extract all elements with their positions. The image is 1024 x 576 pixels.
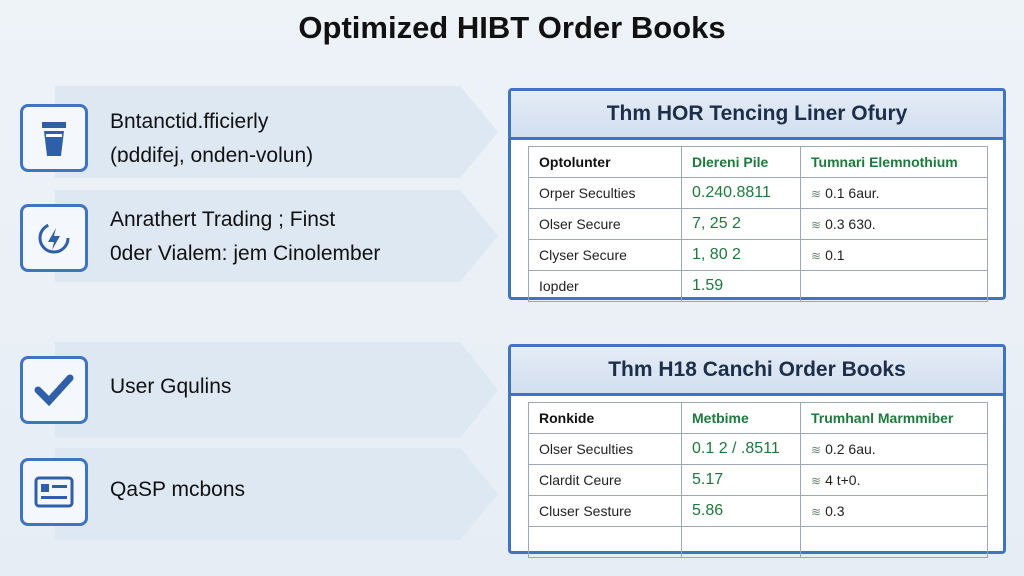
table-cell: Orper Seculties [528, 177, 682, 209]
feature-line: User Gqulins [110, 375, 232, 398]
cell-text: 0.1 2 / .8511 [692, 440, 780, 457]
table-row: Clardit Ceure 5.17 ≋ 4 t+0. [528, 464, 988, 496]
cell-icon: ≋ [811, 443, 822, 457]
cell-text: 7, 25 2 [692, 215, 741, 232]
table-cell: Clyser Secure [528, 239, 682, 271]
table-cell: ≋ 0.1 [800, 239, 988, 271]
table-cell: Iopder [528, 270, 682, 302]
cell-icon: ≋ [811, 249, 822, 263]
cell-icon: ≋ [811, 474, 822, 488]
table-row: Orper Seculties 0.240.8811 ≋ 0.1 6aur. [528, 177, 988, 209]
cell-text: Olser Secure [539, 216, 621, 232]
cell-text: Orper Seculties [539, 185, 636, 201]
feature-text: QaSP mcbons [110, 473, 245, 507]
header-cell: Tumnari Elemnothium [800, 146, 988, 178]
header-cell: Metbime [681, 402, 801, 434]
feature-line: Anrathert Trading ; Finst [110, 208, 336, 231]
table-cell: Cluser Sesture [528, 495, 682, 527]
table-cell: 0.1 2 / .8511 [681, 433, 801, 465]
feature-icon [20, 458, 88, 526]
feature-icon [20, 104, 88, 172]
table-cell: ≋ 0.2 6au. [800, 433, 988, 465]
cell-icon: ≋ [811, 187, 822, 201]
cell-text: Olser Seculties [539, 441, 634, 457]
table-cell: 1, 80 2 [681, 239, 801, 271]
table-row: Olser Seculties 0.1 2 / .8511 ≋ 0.2 6au. [528, 433, 988, 465]
cell-text: 5.86 [692, 502, 724, 519]
order-table: Ronkide Metbime Trumhanl Marmmiber Olser Se… [528, 402, 988, 558]
cell-icon: ≋ [811, 218, 822, 232]
header-row: Optolunter Dlereni Pile Tumnari Elemnothiu… [528, 146, 988, 178]
cell-text: 0.2 6au. [825, 441, 876, 457]
table-cell [528, 526, 682, 558]
table-cell: ≋ 0.3 [800, 495, 988, 527]
table-row: Olser Secure 7, 25 2 ≋ 0.3 630. [528, 208, 988, 240]
panel-title: Thm H18 Canchi Order Books [511, 347, 1003, 396]
cell-text: 4 t+0. [825, 472, 861, 488]
cell-text: 1.59 [692, 277, 724, 294]
cell-text: 0.240.8811 [692, 184, 771, 201]
table-row: Clyser Secure 1, 80 2 ≋ 0.1 [528, 239, 988, 271]
table-cell: Olser Secure [528, 208, 682, 240]
order-book-panel: Thm HOR Tencing Liner Ofury Optolunter Dle… [508, 88, 1006, 302]
table-cell: Clardit Ceure [528, 464, 682, 496]
table-cell: 1.59 [681, 270, 801, 302]
cell-text: Clyser Secure [539, 247, 627, 263]
table-row [528, 526, 988, 558]
header-row: Ronkide Metbime Trumhanl Marmmiber [528, 402, 988, 434]
table-cell: 0.240.8811 [681, 177, 801, 209]
feature-line: Bntanctid.fficierly [110, 110, 269, 133]
cell-text: 0.3 [825, 503, 845, 519]
table-cell: 5.86 [681, 495, 801, 527]
feature-text: Bntanctid.fficierly (ɒddifej, onden-volu… [110, 105, 313, 173]
order-book-panel: Thm H18 Canchi Order Books Ronkide Metbime… [508, 344, 1006, 558]
feature-line: (ɒddifej, onden-volun) [110, 144, 314, 167]
cell-text: 1, 80 2 [692, 246, 741, 263]
table-cell: ≋ 0.1 6aur. [800, 177, 988, 209]
feature-line: 0der Vialem: jem Cinolember [110, 242, 381, 265]
table-row: Iopder 1.59 [528, 270, 988, 302]
header-cell: Dlereni Pile [681, 146, 801, 178]
arrow-bands [55, 86, 498, 540]
feature-text: Anrathert Trading ; Finst 0der Vialem: j… [110, 203, 380, 271]
table-cell: ≋ 4 t+0. [800, 464, 988, 496]
header-cell: Optolunter [528, 146, 682, 178]
table-cell [681, 526, 801, 558]
table-cell: Olser Seculties [528, 433, 682, 465]
table-cell [800, 526, 988, 558]
table-cell [800, 270, 988, 302]
table-cell: 7, 25 2 [681, 208, 801, 240]
cell-text: 0.1 6aur. [825, 185, 880, 201]
feature-icon [20, 356, 88, 424]
page-title: Optimized HIBT Order Books [298, 10, 726, 45]
table-row: Cluser Sesture 5.86 ≋ 0.3 [528, 495, 988, 527]
cell-text: Clardit Ceure [539, 472, 622, 488]
cell-text: Iopder [539, 278, 579, 294]
cell-text: 0.1 [825, 247, 845, 263]
cell-text: 0.3 630. [825, 216, 876, 232]
table-cell: 5.17 [681, 464, 801, 496]
feature-icon [20, 204, 88, 272]
cell-icon: ≋ [811, 505, 822, 519]
panel-title: Thm HOR Tencing Liner Ofury [511, 91, 1003, 140]
cell-text: 5.17 [692, 471, 724, 488]
table-cell: ≋ 0.3 630. [800, 208, 988, 240]
header-cell: Ronkide [528, 402, 682, 434]
cell-text: Cluser Sesture [539, 503, 632, 519]
feature-line: QaSP mcbons [110, 478, 246, 501]
order-table: Optolunter Dlereni Pile Tumnari Elemnothiu… [528, 146, 988, 302]
header-cell: Trumhanl Marmmiber [800, 402, 988, 434]
feature-text: User Gqulins [110, 370, 231, 404]
